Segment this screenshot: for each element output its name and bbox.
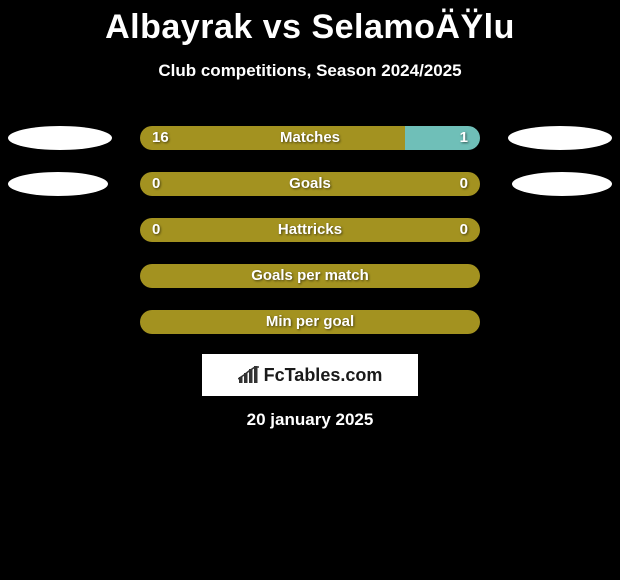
bar-value-right: 1 <box>460 126 468 150</box>
bar-value-right: 0 <box>460 218 468 242</box>
comparison-row: 161Matches <box>0 126 620 150</box>
pill-left <box>8 172 108 196</box>
bar-segment-left <box>140 172 480 196</box>
stat-bar: Goals per match <box>140 264 480 288</box>
stat-bar: Min per goal <box>140 310 480 334</box>
bar-value-left: 0 <box>152 218 160 242</box>
pill-right <box>512 172 612 196</box>
comparison-rows: 161Matches00Goals00HattricksGoals per ma… <box>0 126 620 356</box>
bar-segment-left <box>140 126 405 150</box>
stat-bar: 00Goals <box>140 172 480 196</box>
comparison-row: 00Hattricks <box>0 218 620 242</box>
comparison-row: 00Goals <box>0 172 620 196</box>
page-subtitle: Club competitions, Season 2024/2025 <box>0 61 620 81</box>
brand-box: FcTables.com <box>202 354 418 396</box>
brand-label: FcTables.com <box>238 365 383 386</box>
pill-left <box>8 126 112 150</box>
stat-bar: 161Matches <box>140 126 480 150</box>
bar-value-left: 16 <box>152 126 169 150</box>
bar-segment-left <box>140 310 480 334</box>
bar-segment-left <box>140 264 480 288</box>
bar-value-left: 0 <box>152 172 160 196</box>
date-line: 20 january 2025 <box>0 410 620 430</box>
bar-segment-right <box>405 126 480 150</box>
bar-value-right: 0 <box>460 172 468 196</box>
comparison-row: Min per goal <box>0 310 620 334</box>
page-title: Albayrak vs SelamoÄŸlu <box>0 0 620 47</box>
bar-segment-left <box>140 218 480 242</box>
comparison-row: Goals per match <box>0 264 620 288</box>
brand-text: FcTables.com <box>264 365 383 386</box>
pill-right <box>508 126 612 150</box>
bars-icon <box>238 366 260 384</box>
stat-bar: 00Hattricks <box>140 218 480 242</box>
